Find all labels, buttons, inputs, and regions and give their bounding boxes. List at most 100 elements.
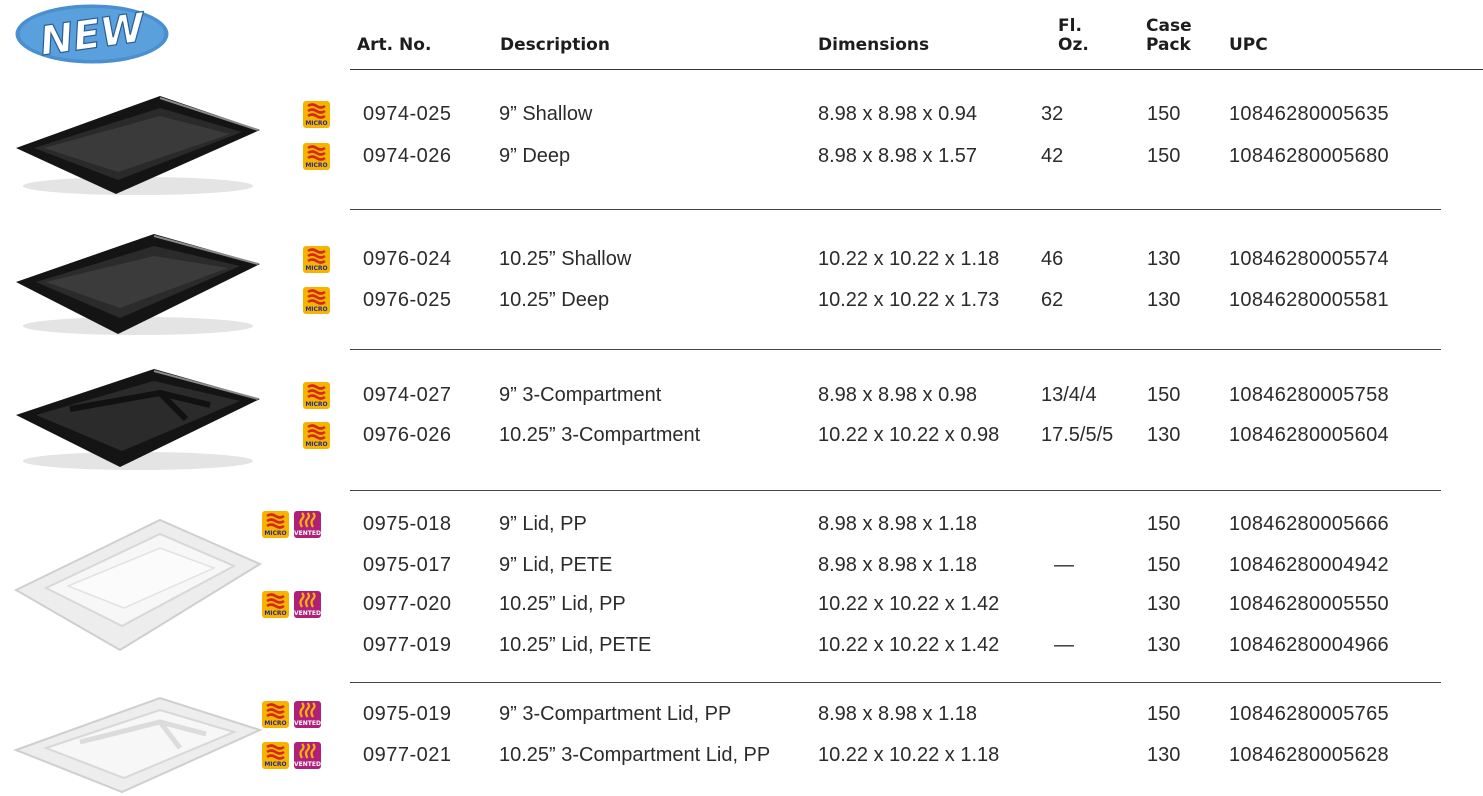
- cell-description: 10.25” Lid, PP: [499, 593, 626, 615]
- cell-fl-oz: 17.5/5/5: [1041, 424, 1114, 446]
- cell-art-number: 0975-017: [363, 554, 452, 576]
- cell-upc: 10846280004942: [1229, 554, 1389, 576]
- cell-case-pack: 150: [1147, 145, 1181, 167]
- cell-dimensions: 10.22 x 10.22 x 1.73: [818, 289, 1000, 311]
- microwave-safe-icon: MICRO: [262, 591, 289, 618]
- cell-art-number: 0977-020: [363, 593, 452, 615]
- cell-fl-oz: —: [1054, 554, 1074, 576]
- cell-art-number: 0974-026: [363, 145, 452, 167]
- micro-label: MICRO: [264, 720, 287, 727]
- cell-case-pack: 150: [1147, 103, 1181, 125]
- cell-description: 9” Lid, PP: [499, 513, 587, 535]
- header-art-no: Art. No.: [357, 35, 432, 55]
- header-fl-oz-line1: Fl.: [1058, 16, 1082, 36]
- three-compartment-lid-image: [13, 696, 263, 794]
- vented-icon: VENTED: [294, 511, 321, 538]
- cell-case-pack: 130: [1147, 634, 1181, 656]
- cell-upc: 10846280005550: [1229, 593, 1389, 615]
- new-badge: NEW: [12, 1, 172, 67]
- cell-description: 10.25” 3-Compartment Lid, PP: [499, 744, 771, 766]
- vented-label: VENTED: [294, 530, 321, 537]
- cell-upc: 10846280005635: [1229, 103, 1389, 125]
- cell-case-pack: 130: [1147, 593, 1181, 615]
- cell-art-number: 0975-018: [363, 513, 452, 535]
- cell-case-pack: 130: [1147, 289, 1181, 311]
- group-divider: [350, 349, 1441, 350]
- cell-dimensions: 10.22 x 10.22 x 1.18: [818, 248, 1000, 270]
- cell-dimensions: 8.98 x 8.98 x 0.94: [818, 103, 978, 125]
- cell-fl-oz: —: [1054, 634, 1074, 656]
- three-compartment-container-image: [16, 369, 260, 470]
- cell-case-pack: 150: [1147, 513, 1181, 535]
- cell-dimensions: 10.22 x 10.22 x 1.42: [818, 634, 1000, 656]
- micro-label: MICRO: [264, 530, 287, 537]
- header-case-pack-line1: Case: [1146, 16, 1192, 36]
- header-divider: [350, 69, 1483, 70]
- microwave-safe-icon: MICRO: [303, 143, 330, 170]
- group-divider: [350, 682, 1441, 683]
- cell-upc: 10846280005604: [1229, 424, 1389, 446]
- shallow-deep-10in-container-image: [16, 234, 260, 335]
- vented-label: VENTED: [294, 720, 321, 727]
- cell-description: 10.25” Lid, PETE: [499, 634, 652, 656]
- cell-upc: 10846280005680: [1229, 145, 1389, 167]
- cell-description: 9” 3-Compartment Lid, PP: [499, 703, 732, 725]
- cell-upc: 10846280005628: [1229, 744, 1389, 766]
- cell-dimensions: 10.22 x 10.22 x 1.18: [818, 744, 1000, 766]
- cell-fl-oz: 42: [1041, 145, 1064, 167]
- microwave-safe-icon: MICRO: [303, 246, 330, 273]
- cell-case-pack: 130: [1147, 424, 1181, 446]
- cell-upc: 10846280004966: [1229, 634, 1389, 656]
- new-badge-text: NEW: [37, 5, 149, 65]
- cell-case-pack: 150: [1147, 554, 1181, 576]
- cell-art-number: 0977-021: [363, 744, 452, 766]
- micro-label: MICRO: [305, 162, 328, 169]
- microwave-safe-icon: MICRO: [303, 101, 330, 128]
- cell-description: 9” Shallow: [499, 103, 593, 125]
- microwave-safe-icon: MICRO: [303, 422, 330, 449]
- header-description: Description: [500, 35, 610, 55]
- microwave-safe-icon: MICRO: [262, 701, 289, 728]
- vented-icon: VENTED: [294, 701, 321, 728]
- cell-upc: 10846280005765: [1229, 703, 1389, 725]
- cell-case-pack: 150: [1147, 703, 1181, 725]
- cell-upc: 10846280005574: [1229, 248, 1389, 270]
- cell-upc: 10846280005581: [1229, 289, 1389, 311]
- cell-art-number: 0977-019: [363, 634, 452, 656]
- micro-label: MICRO: [305, 265, 328, 272]
- cell-dimensions: 10.22 x 10.22 x 1.42: [818, 593, 1000, 615]
- micro-label: MICRO: [305, 306, 328, 313]
- vented-label: VENTED: [294, 610, 321, 617]
- micro-label: MICRO: [305, 120, 328, 127]
- header-fl-oz-line2: Oz.: [1058, 35, 1089, 55]
- cell-description: 10.25” 3-Compartment: [499, 424, 701, 446]
- header-case-pack-line2: Pack: [1146, 35, 1191, 55]
- cell-case-pack: 130: [1147, 744, 1181, 766]
- vented-label: VENTED: [294, 761, 321, 768]
- cell-description: 9” Deep: [499, 145, 571, 167]
- cell-upc: 10846280005758: [1229, 384, 1389, 406]
- cell-dimensions: 8.98 x 8.98 x 1.18: [818, 513, 978, 535]
- header-dimensions: Dimensions: [818, 35, 930, 55]
- cell-case-pack: 130: [1147, 248, 1181, 270]
- micro-label: MICRO: [305, 401, 328, 408]
- cell-art-number: 0975-019: [363, 703, 452, 725]
- group-divider: [350, 490, 1441, 491]
- cell-dimensions: 8.98 x 8.98 x 0.98: [818, 384, 978, 406]
- cell-dimensions: 10.22 x 10.22 x 0.98: [818, 424, 1000, 446]
- header-upc: UPC: [1229, 35, 1268, 55]
- cell-fl-oz: 13/4/4: [1041, 384, 1097, 406]
- cell-fl-oz: 46: [1041, 248, 1064, 270]
- cell-description: 10.25” Shallow: [499, 248, 632, 270]
- cell-art-number: 0974-025: [363, 103, 452, 125]
- cell-dimensions: 8.98 x 8.98 x 1.57: [818, 145, 978, 167]
- cell-fl-oz: 32: [1041, 103, 1064, 125]
- micro-label: MICRO: [305, 441, 328, 448]
- cell-art-number: 0976-026: [363, 424, 452, 446]
- microwave-safe-icon: MICRO: [303, 287, 330, 314]
- cell-art-number: 0976-024: [363, 248, 452, 270]
- cell-description: 9” 3-Compartment: [499, 384, 662, 406]
- cell-art-number: 0974-027: [363, 384, 452, 406]
- shallow-deep-9in-container-image: [16, 96, 260, 195]
- microwave-safe-icon: MICRO: [262, 742, 289, 769]
